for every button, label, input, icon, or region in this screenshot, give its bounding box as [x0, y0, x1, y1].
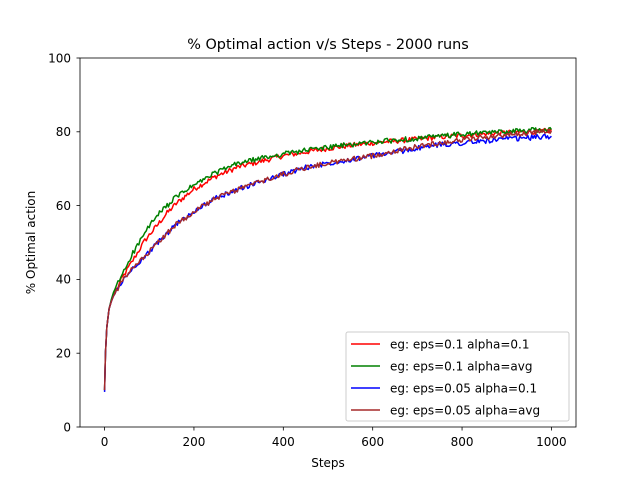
- y-tick-label: 100: [48, 51, 71, 65]
- x-tick-label: 1000: [536, 435, 567, 449]
- y-axis: 0 20 40 60 80 100: [48, 51, 80, 434]
- x-tick-label: 200: [182, 435, 205, 449]
- y-tick-label: 20: [56, 347, 71, 361]
- series-line-4: [103, 128, 553, 391]
- y-axis-label: % Optimal action: [24, 191, 38, 294]
- x-tick-label: 0: [101, 435, 109, 449]
- legend-frame: [345, 331, 570, 422]
- chart-title: % Optimal action v/s Steps - 2000 runs: [187, 37, 469, 53]
- y-tick-label: 40: [56, 273, 71, 287]
- series-line-2: [103, 126, 553, 391]
- series-layer: [103, 126, 553, 392]
- legend-label-1: eg: eps=0.1 alpha=0.1: [390, 337, 529, 351]
- legend-label-3: eg: eps=0.05 alpha=0.1: [390, 381, 537, 395]
- x-tick-label: 600: [361, 435, 384, 449]
- x-axis-label: Steps: [311, 456, 345, 470]
- y-tick-label: 60: [56, 199, 71, 213]
- x-tick-label: 400: [272, 435, 295, 449]
- y-tick-label: 80: [56, 125, 71, 139]
- x-axis: 0 200 400 600 800 1000: [101, 427, 567, 449]
- plot-frame: [79, 57, 577, 428]
- legend: eg: eps=0.1 alpha=0.1 eg: eps=0.1 alpha=a…: [345, 331, 570, 422]
- legend-label-4: eg: eps=0.05 alpha=avg: [390, 403, 540, 417]
- x-tick-label: 800: [451, 435, 474, 449]
- y-tick-label: 0: [63, 420, 71, 434]
- legend-label-2: eg: eps=0.1 alpha=avg: [390, 359, 532, 373]
